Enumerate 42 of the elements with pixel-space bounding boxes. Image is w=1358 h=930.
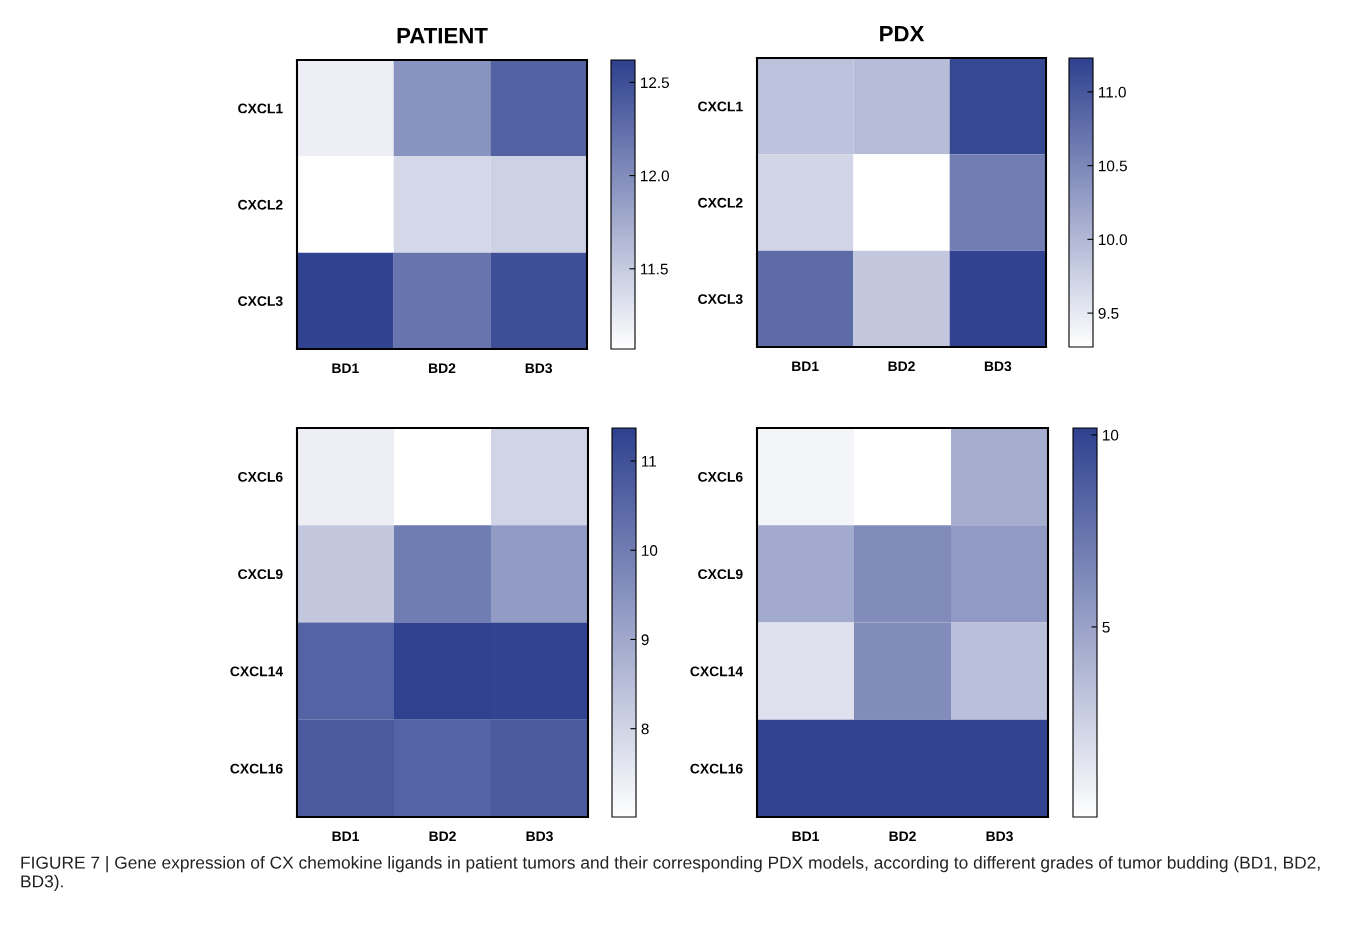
color-bar-label: 12.5 (641, 77, 669, 89)
color-bar-label: 9.5 (1098, 307, 1119, 319)
x-tick-label: BD1 (792, 831, 820, 841)
color-bar-label: 11 (642, 456, 656, 467)
x-tick-label: BD2 (429, 363, 456, 373)
y-tick-label: CXCL6 (698, 471, 743, 482)
color-bar-label: 9 (641, 634, 649, 646)
y-tick-label: CXCL16 (690, 763, 743, 774)
y-tick-label: CXCL2 (238, 199, 283, 210)
color-bar-label: 11.5 (641, 263, 668, 275)
x-tick-label: BD2 (429, 831, 456, 841)
y-tick-label: CXCL2 (698, 197, 743, 208)
color-bar-label: 10.5 (1099, 160, 1127, 172)
y-tick-label: CXCL9 (698, 569, 743, 580)
color-bar-label: 5 (1102, 621, 1110, 633)
x-tick-label: BD1 (332, 363, 359, 373)
x-tick-label: BD2 (888, 361, 915, 371)
color-bar-label: 10 (642, 545, 658, 556)
color-bar-label: 12.0 (641, 170, 669, 182)
x-tick-label: BD3 (525, 363, 553, 374)
y-tick-label: CXCL1 (238, 103, 283, 114)
x-tick-label: BD1 (792, 361, 819, 371)
y-tick-label: CXCL14 (690, 666, 744, 677)
y-tick-label: CXCL6 (238, 471, 283, 482)
caption: FIGURE 7 | Gene expression of CX chemokine ligands in patient tumors and their corresponding PDX models, according to different grades of tumor budding (BD1, BD2, BD3). (21, 856, 1320, 891)
x-tick-label: BD3 (984, 361, 1012, 372)
chart-title: PDX (880, 26, 925, 42)
y-tick-label: CXCL1 (698, 101, 743, 112)
color-bar-label: 10.0 (1099, 234, 1127, 246)
color-bar-label: 10 (1103, 429, 1119, 441)
y-tick-label: CXCL3 (238, 296, 283, 307)
y-tick-label: CXCL9 (238, 569, 283, 580)
y-tick-label: CXCL3 (698, 294, 743, 305)
y-tick-label: CXCL16 (230, 763, 283, 774)
chart-title: PATIENT (397, 28, 488, 44)
x-tick-label: BD2 (889, 831, 916, 841)
x-tick-label: BD1 (332, 831, 360, 841)
color-bar-label: 8 (641, 723, 649, 735)
x-tick-label: BD3 (986, 831, 1013, 842)
y-tick-label: CXCL14 (230, 666, 284, 677)
color-bar-label: 11.0 (1099, 86, 1126, 98)
x-tick-label: BD3 (526, 831, 553, 842)
